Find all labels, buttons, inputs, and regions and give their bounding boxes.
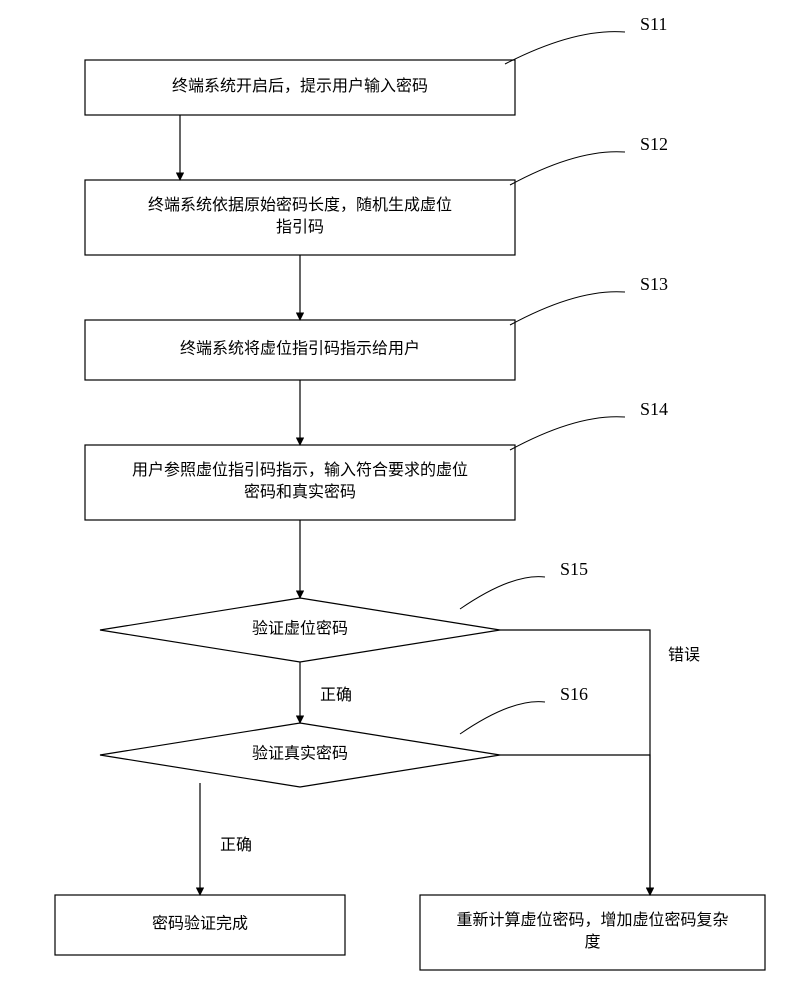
edge-7 xyxy=(500,755,650,895)
svg-text:度: 度 xyxy=(584,933,600,951)
svg-text:验证真实密码: 验证真实密码 xyxy=(252,745,348,763)
callout-s14 xyxy=(510,417,625,450)
callout-s16 xyxy=(460,702,545,734)
edge-6 xyxy=(500,630,650,895)
step-label-s16: S16 xyxy=(560,684,588,704)
edge-label-5: 正确 xyxy=(220,836,252,854)
callout-s13 xyxy=(510,292,625,325)
svg-text:密码验证完成: 密码验证完成 xyxy=(152,915,248,933)
edge-label-6: 错误 xyxy=(668,646,700,664)
step-label-s14: S14 xyxy=(640,399,668,419)
step-label-s15: S15 xyxy=(560,559,588,579)
svg-text:终端系统将虚位指引码指示给用户: 终端系统将虚位指引码指示给用户 xyxy=(180,340,420,358)
step-label-s13: S13 xyxy=(640,274,668,294)
flow-box-recalc xyxy=(420,895,765,970)
svg-text:指引码: 指引码 xyxy=(276,218,324,236)
callout-s15 xyxy=(460,577,545,609)
svg-text:验证虚位密码: 验证虚位密码 xyxy=(252,620,348,638)
callout-s11 xyxy=(505,32,625,64)
callout-s12 xyxy=(510,152,625,185)
step-label-s11: S11 xyxy=(640,14,667,34)
edge-label-4: 正确 xyxy=(320,686,352,704)
flow-box-s12 xyxy=(85,180,515,255)
flow-box-s14 xyxy=(85,445,515,520)
step-label-s12: S12 xyxy=(640,134,668,154)
svg-text:终端系统依据原始密码长度，随机生成虚位: 终端系统依据原始密码长度，随机生成虚位 xyxy=(148,196,452,214)
svg-text:重新计算虚位密码，增加虚位密码复杂: 重新计算虚位密码，增加虚位密码复杂 xyxy=(456,910,728,929)
svg-text:用户参照虚位指引码指示，输入符合要求的虚位: 用户参照虚位指引码指示，输入符合要求的虚位 xyxy=(132,461,468,479)
svg-text:密码和真实密码: 密码和真实密码 xyxy=(244,483,356,501)
svg-text:终端系统开启后，提示用户输入密码: 终端系统开启后，提示用户输入密码 xyxy=(172,77,428,95)
